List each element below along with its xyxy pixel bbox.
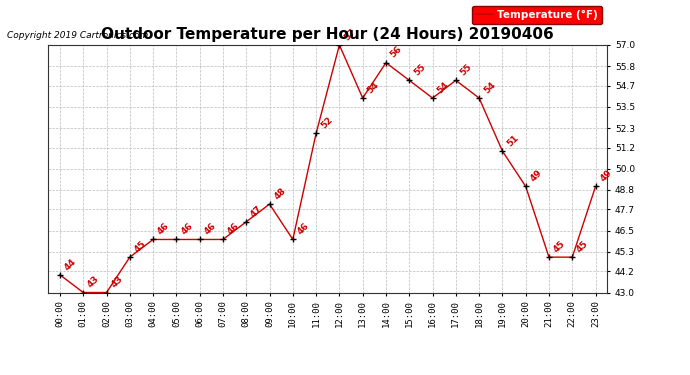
Legend: Temperature (°F): Temperature (°F)	[472, 6, 602, 24]
Text: 45: 45	[132, 239, 148, 254]
Text: 49: 49	[529, 168, 544, 184]
Text: 54: 54	[366, 80, 381, 95]
Text: 46: 46	[156, 221, 171, 237]
Text: 57: 57	[342, 27, 357, 42]
Text: Copyright 2019 Cartronics.com: Copyright 2019 Cartronics.com	[7, 30, 148, 39]
Text: 54: 54	[482, 80, 497, 95]
Text: 55: 55	[459, 62, 474, 78]
Text: 47: 47	[249, 204, 264, 219]
Text: 56: 56	[388, 45, 404, 60]
Text: 46: 46	[295, 221, 311, 237]
Text: 45: 45	[575, 239, 591, 254]
Text: 48: 48	[273, 186, 288, 201]
Text: 43: 43	[109, 274, 125, 290]
Text: 46: 46	[226, 221, 241, 237]
Text: 46: 46	[202, 221, 218, 237]
Text: 49: 49	[598, 168, 613, 184]
Text: 51: 51	[505, 133, 520, 148]
Text: 46: 46	[179, 221, 195, 237]
Text: 52: 52	[319, 116, 334, 130]
Title: Outdoor Temperature per Hour (24 Hours) 20190406: Outdoor Temperature per Hour (24 Hours) …	[101, 27, 554, 42]
Text: 54: 54	[435, 80, 451, 95]
Text: 43: 43	[86, 274, 101, 290]
Text: 55: 55	[412, 62, 427, 78]
Text: 44: 44	[63, 256, 78, 272]
Text: 45: 45	[552, 239, 567, 254]
